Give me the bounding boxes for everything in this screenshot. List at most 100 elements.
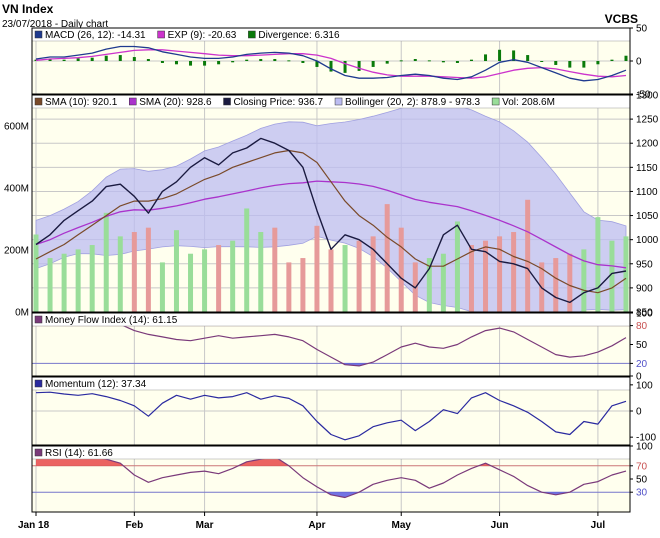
- divergence-bar: [343, 61, 347, 73]
- volume-tick-3: 600M: [4, 122, 29, 133]
- mfi-oversold-fill-0: [342, 363, 369, 366]
- macd-panel-legend-bg: [32, 28, 630, 41]
- price-panel-ytick-label-7: 1200: [636, 139, 659, 150]
- divergence-bar: [469, 59, 473, 61]
- price-panel-legend-swatch-2: [223, 97, 231, 106]
- volume-bar: [497, 236, 503, 312]
- macd-panel-legend-label-1: EXP (9): -20.63: [168, 30, 237, 41]
- macd-panel-ytick-label-1: 0: [636, 57, 642, 68]
- volume-bar: [581, 249, 587, 312]
- divergence-bar: [568, 61, 572, 68]
- price-panel-ytick-label-4: 1050: [636, 211, 659, 222]
- mfi-panel-ytick-label-1: 20: [636, 359, 648, 370]
- volume-bar: [314, 225, 320, 312]
- volume-bar: [623, 236, 629, 312]
- price-panel-legend-label-2: Closing Price: 936.7: [234, 97, 324, 108]
- volume-bar: [188, 253, 194, 312]
- divergence-bar: [498, 49, 502, 61]
- price-panel-ytick-label-9: 1300: [636, 91, 659, 102]
- volume-bar: [356, 240, 362, 312]
- chart-subtitle: 23/07/2018 - Daily chart: [2, 14, 108, 32]
- rsi-panel-ytick-label-2: 70: [636, 461, 648, 472]
- price-panel-ytick-label-8: 1250: [636, 115, 659, 126]
- volume-bar: [483, 240, 489, 312]
- price-panel-legend-label-0: SMA (10): 920.1: [45, 97, 118, 108]
- sma10-line: [35, 149, 627, 294]
- volume-bar: [272, 227, 278, 312]
- momentum-panel-legend-bg: [32, 377, 630, 390]
- divergence-bar: [104, 55, 108, 61]
- mfi-panel-legend-label-0: Money Flow Index (14): 61.15: [45, 315, 178, 326]
- divergence-bar: [259, 59, 263, 61]
- volume-bar: [286, 262, 292, 312]
- price-panel-ytick-label-6: 1150: [636, 163, 658, 174]
- x-tick-label-4: May: [392, 520, 412, 531]
- volume-bar: [244, 208, 250, 312]
- divergence-bar: [371, 61, 375, 67]
- chart-title: VN Index: [2, 0, 53, 18]
- volume-bar: [61, 253, 67, 312]
- volume-tick-0: 0M: [15, 308, 29, 319]
- rsi-panel-ytick-label-0: 30: [636, 488, 648, 499]
- volume-bar: [426, 258, 432, 312]
- rsi-panel-legend-bg: [32, 446, 630, 459]
- price-panel-legend-bg: [32, 95, 630, 108]
- divergence-bar: [596, 61, 600, 65]
- volume-bar: [300, 258, 306, 312]
- divergence-bar: [231, 61, 235, 63]
- divergence-bar: [385, 61, 389, 64]
- volume-bar: [47, 258, 53, 312]
- divergence-bar: [217, 61, 221, 65]
- divergence-bar: [554, 61, 558, 65]
- divergence-bar: [413, 59, 417, 61]
- close-line: [35, 137, 627, 304]
- rsi-oversold-fill-0: [326, 492, 360, 498]
- price-panel-border: [31, 94, 631, 313]
- brand-text: VCBS: [604, 12, 638, 26]
- volume-bar: [398, 227, 404, 312]
- price-panel-legend-label-3: Bollinger (20, 2): 878.9 - 978.3: [345, 97, 481, 108]
- brand-label: VCBS: [605, 10, 638, 28]
- volume-bar: [454, 221, 460, 312]
- divergence-bar: [455, 61, 459, 63]
- volume-bar: [216, 245, 222, 312]
- x-tick-label-0: Jan 18: [18, 520, 50, 531]
- rsi-panel-ytick-label-1: 50: [636, 475, 648, 486]
- divergence-bar: [512, 50, 516, 61]
- volume-bar: [230, 240, 236, 312]
- divergence-bar: [160, 61, 164, 63]
- price-panel-legend-swatch-1: [129, 97, 137, 106]
- momentum-panel-ytick-label-1: 0: [636, 407, 642, 418]
- momentum-panel-legend-swatch-0: [34, 379, 43, 388]
- divergence-bar: [90, 57, 94, 61]
- exp-line: [35, 49, 627, 79]
- volume-bar: [384, 204, 390, 312]
- price-panel-ytick-label-2: 950: [636, 259, 653, 270]
- divergence-bar: [582, 61, 586, 68]
- divergence-bar: [132, 57, 136, 61]
- volume-bar: [33, 234, 39, 312]
- divergence-bar: [624, 55, 628, 61]
- volume-bar: [145, 227, 151, 312]
- momentum-panel-ytick-label-0: -100: [636, 433, 656, 444]
- mfi-panel-legend-bg: [32, 313, 630, 326]
- divergence-bar: [245, 59, 249, 61]
- momentum-line: [35, 391, 627, 441]
- mfi-panel-ytick-label-0: 0: [636, 372, 642, 383]
- x-tick-label-3: Apr: [308, 520, 325, 531]
- volume-tick-2: 400M: [4, 184, 29, 195]
- momentum-panel-ytick-label-2: 100: [636, 380, 653, 391]
- volume-bar: [89, 245, 95, 312]
- x-tick-label-2: Mar: [196, 520, 214, 531]
- divergence-bar: [399, 60, 403, 62]
- volume-bar: [258, 232, 264, 312]
- price-panel-legend-label-4: Vol: 208.6M: [502, 97, 555, 108]
- divergence-bar: [526, 55, 530, 61]
- mfi-panel-ytick-label-2: 50: [636, 340, 648, 351]
- volume-bar: [468, 245, 474, 312]
- divergence-bar: [273, 59, 277, 61]
- divergence-bar: [540, 61, 544, 62]
- price-panel-legend-label-1: SMA (20): 928.6: [139, 97, 212, 108]
